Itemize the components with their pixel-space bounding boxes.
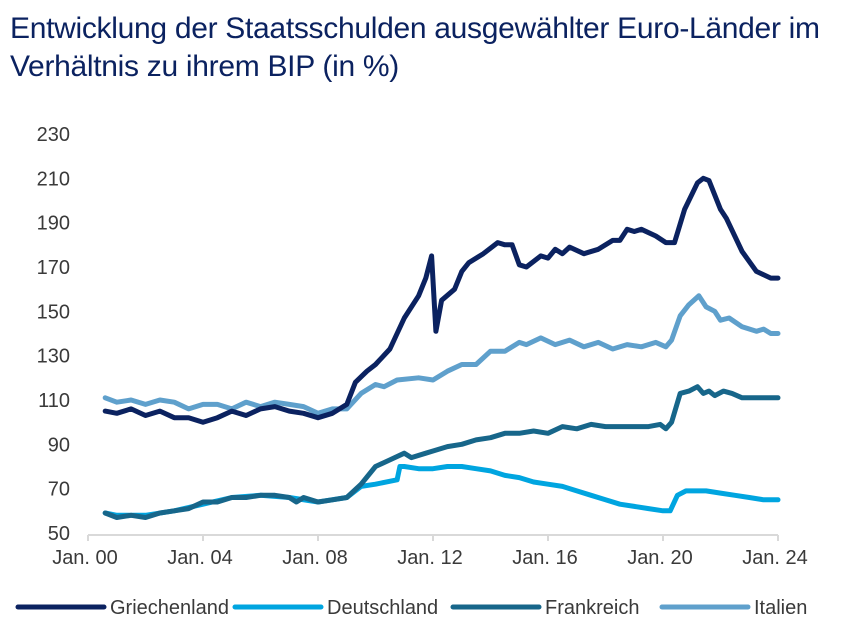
y-tick-label: 190 [37, 213, 70, 235]
x-tick-label: Jan. 08 [282, 547, 348, 569]
legend-label: Italien [754, 597, 807, 619]
legend-label: Frankreich [545, 597, 639, 619]
series-line-italien [102, 293, 781, 416]
legend-label: Griechenland [110, 597, 229, 619]
x-tick-label: Jan. 04 [167, 547, 233, 569]
y-axis: 230 210 190 170 150 130 110 90 70 50 [37, 124, 70, 545]
y-tick-label: 170 [37, 257, 70, 279]
y-tick-label: 210 [37, 168, 70, 190]
x-tick-label: Jan. 20 [627, 547, 693, 569]
legend-item-griechenland: Griechenland [15, 597, 229, 619]
legend-item-deutschland: Deutschland [232, 597, 438, 619]
x-tick-label: Jan. 24 [742, 547, 808, 569]
y-tick-label: 150 [37, 301, 70, 323]
legend-item-frankreich: Frankreich [450, 597, 639, 619]
y-tick-label: 230 [37, 124, 70, 146]
y-tick-label: 70 [48, 479, 70, 501]
legend: Griechenland Deutschland Frankreich Italien [15, 597, 807, 619]
series-lines [102, 175, 781, 520]
series-line-frankreich [102, 384, 781, 520]
y-tick-label: 110 [38, 390, 70, 412]
series-line-deutschland [102, 464, 781, 518]
y-tick-label: 50 [48, 523, 70, 545]
legend-label: Deutschland [327, 597, 438, 619]
y-tick-label: 90 [48, 434, 70, 456]
x-axis: Jan. 00 Jan. 04 Jan. 08 Jan. 12 Jan. 16 Jan. … [52, 534, 808, 569]
x-tick-label: Jan. 16 [512, 547, 578, 569]
y-tick-label: 130 [37, 346, 70, 368]
legend-item-italien: Italien [659, 597, 807, 619]
chart-title: Entwicklung der Staatsschulden ausgewähl… [10, 12, 820, 83]
series-line-griechenland [102, 175, 781, 425]
x-tick-label: Jan. 00 [52, 547, 118, 569]
x-tick-label: Jan. 12 [397, 547, 463, 569]
